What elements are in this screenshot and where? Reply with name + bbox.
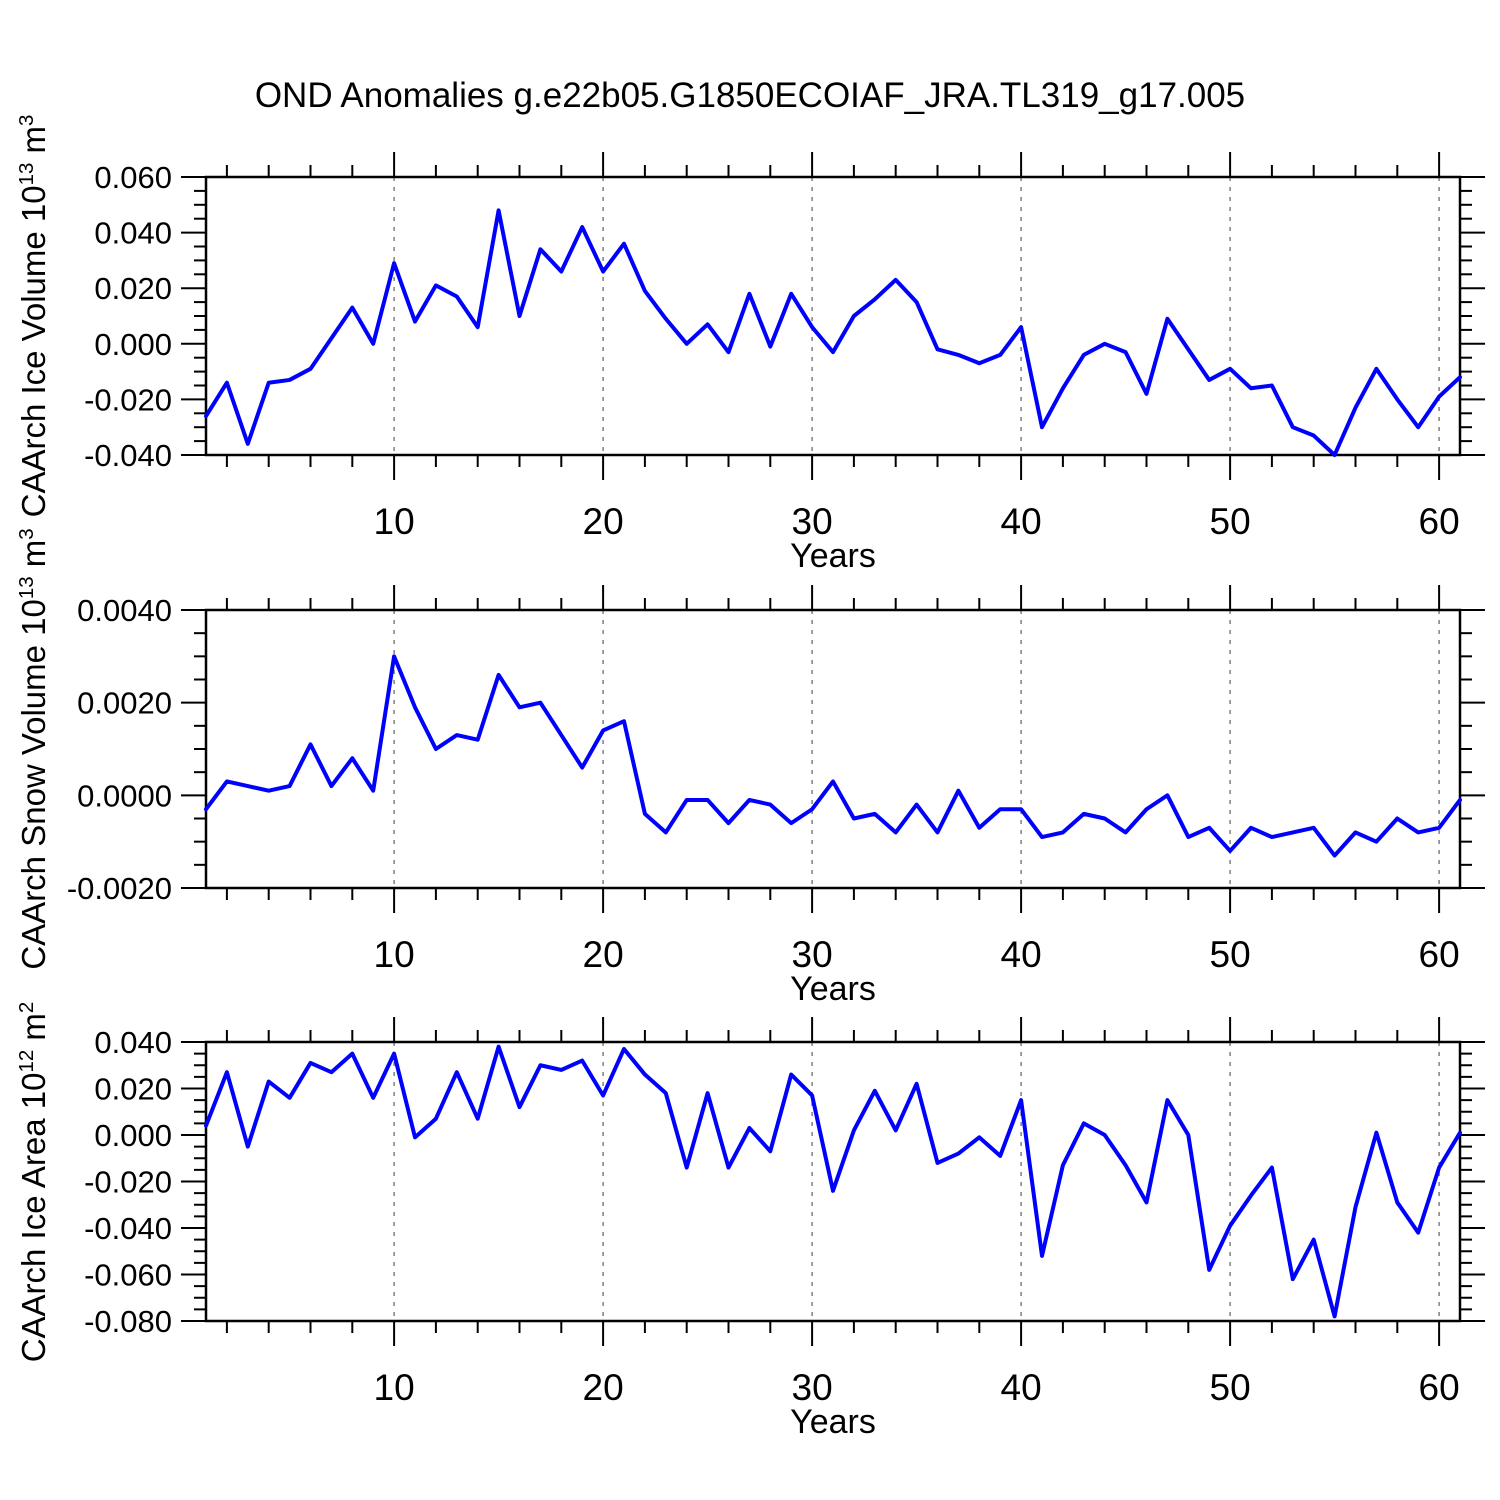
y-tick-label: 0.0040 bbox=[77, 593, 172, 628]
y-axis-label-ice-area: CAArch Ice Area 1012 m2 bbox=[15, 1001, 53, 1362]
data-line bbox=[204, 1044, 1462, 1319]
x-tick-label: 30 bbox=[792, 934, 833, 975]
panel-ice-volume: CAArch Ice Volume 1013 m3 10 20 30 40 50 60 0.… bbox=[0, 115, 1500, 575]
y-axis-label-superscript: 12 bbox=[15, 1049, 38, 1072]
y-tick-label: -0.0020 bbox=[67, 871, 172, 906]
plot-border bbox=[204, 1040, 1462, 1323]
y-tick-label: 0.0000 bbox=[77, 778, 172, 813]
x-axis-title: Years bbox=[790, 970, 876, 1008]
y-axis-label-text: m bbox=[15, 539, 52, 577]
x-tick-label: 20 bbox=[583, 1367, 624, 1408]
y-axis-label-superscript: 2 bbox=[15, 1001, 38, 1013]
x-tick-label: 40 bbox=[1001, 501, 1042, 542]
y-axis-label-superscript: 3 bbox=[15, 528, 38, 540]
x-axis-title: Years bbox=[790, 537, 876, 575]
y-tick-label: -0.040 bbox=[84, 1211, 172, 1246]
y-axis-label-text: m bbox=[15, 1012, 52, 1050]
x-tick-label: 60 bbox=[1419, 1367, 1460, 1408]
y-tick-label: 0.040 bbox=[94, 216, 172, 251]
plot-area-ice-area: 10 20 30 40 50 60 0.040 0.020 0.000 -0.020 -0.040 -… bbox=[84, 1017, 1485, 1441]
data-line bbox=[204, 654, 1462, 858]
y-tick-label: 0.000 bbox=[94, 327, 172, 362]
y-axis-label-text: CAArch Ice Volume 10 bbox=[15, 185, 52, 518]
x-tick-label: 60 bbox=[1419, 501, 1460, 542]
x-tick-label: 50 bbox=[1210, 501, 1251, 542]
y-axis-label-superscript: 13 bbox=[15, 576, 38, 600]
data-line bbox=[204, 208, 1462, 457]
plot-area-snow-volume: 10 20 30 40 50 60 0.0040 0.0020 0.0000 -0.0020 Yea… bbox=[67, 585, 1485, 1008]
x-tick-label: 50 bbox=[1210, 1367, 1251, 1408]
y-axis-label-ice-volume: CAArch Ice Volume 1013 m3 bbox=[15, 115, 53, 518]
y-tick-label: -0.080 bbox=[84, 1304, 172, 1339]
plot-area-ice-volume: 10 20 30 40 50 60 0.060 0.040 0.020 0.000 -0.020 -0… bbox=[84, 152, 1485, 575]
x-tick-label: 60 bbox=[1419, 934, 1460, 975]
chart-title: OND Anomalies g.e22b05.G1850ECOIAF_JRA.T… bbox=[254, 76, 1246, 115]
x-tick-label: 40 bbox=[1001, 934, 1042, 975]
y-axis-label-text: m bbox=[15, 125, 52, 163]
y-axis-label-snow-volume: CAArch Snow Volume 1013 m3 bbox=[15, 528, 53, 969]
y-axis-label-superscript: 3 bbox=[15, 114, 38, 126]
y-axis-label-text: CAArch Snow Volume 10 bbox=[15, 599, 52, 970]
y-tick-label: -0.020 bbox=[84, 382, 172, 417]
x-axis-title: Years bbox=[790, 1403, 876, 1441]
y-tick-label: 0.040 bbox=[94, 1025, 172, 1060]
x-tick-label: 50 bbox=[1210, 934, 1251, 975]
y-tick-label: -0.020 bbox=[84, 1165, 172, 1200]
x-tick-label: 40 bbox=[1001, 1367, 1042, 1408]
y-tick-label: 0.0020 bbox=[77, 686, 172, 721]
y-axis-label-superscript: 13 bbox=[15, 162, 38, 186]
y-tick-label: 0.000 bbox=[94, 1118, 172, 1153]
y-tick-label: -0.060 bbox=[84, 1258, 172, 1293]
x-tick-label: 20 bbox=[583, 934, 624, 975]
panel-snow-volume: CAArch Snow Volume 1013 m3 10 20 30 40 50 60 0… bbox=[0, 528, 1500, 1008]
x-tick-label: 10 bbox=[374, 1367, 415, 1408]
y-tick-label: 0.020 bbox=[94, 1072, 172, 1107]
x-tick-label: 10 bbox=[374, 501, 415, 542]
x-tick-label: 10 bbox=[374, 934, 415, 975]
y-tick-label: 0.060 bbox=[94, 160, 172, 195]
x-tick-label: 30 bbox=[792, 501, 833, 542]
panel-ice-area: CAArch Ice Area 1012 m2 10 20 30 40 50 60 0.04… bbox=[0, 1001, 1500, 1441]
plot-border bbox=[204, 608, 1462, 890]
x-tick-label: 30 bbox=[792, 1367, 833, 1408]
y-tick-label: -0.040 bbox=[84, 438, 172, 473]
plot-border bbox=[204, 175, 1462, 457]
y-tick-label: 0.020 bbox=[94, 271, 172, 306]
x-tick-label: 20 bbox=[583, 501, 624, 542]
y-axis-label-text: CAArch Ice Area 10 bbox=[15, 1071, 52, 1362]
